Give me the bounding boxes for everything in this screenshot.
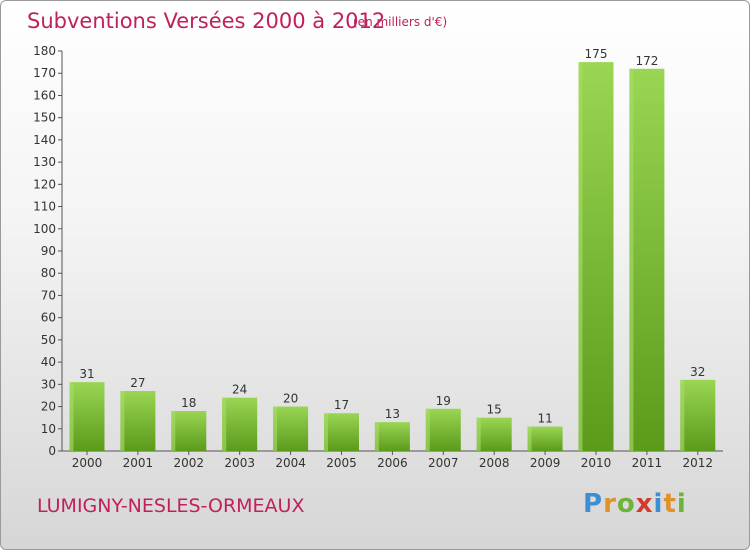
y-tick-label: 20 bbox=[41, 400, 56, 414]
bar-highlight bbox=[527, 426, 532, 451]
bar-value-label: 31 bbox=[79, 367, 94, 381]
x-tick-label: 2007 bbox=[428, 456, 459, 470]
x-tick-label: 2010 bbox=[581, 456, 612, 470]
y-tick-label: 120 bbox=[33, 177, 56, 191]
bar-highlight bbox=[374, 422, 379, 451]
data-labels: 31 27 18 24 20 17 13 19 15 11 175 172 32 bbox=[79, 47, 705, 425]
bar-highlight bbox=[69, 382, 74, 451]
x-tick-label: 2009 bbox=[530, 456, 561, 470]
bar-value-label: 18 bbox=[181, 396, 196, 410]
commune-name: LUMIGNY-NESLES-ORMEAUX bbox=[37, 495, 305, 517]
bar-highlight bbox=[425, 408, 430, 451]
chart-subtitle: (en milliers d'€) bbox=[353, 15, 448, 29]
bar-highlight bbox=[680, 379, 685, 451]
x-tick-label: 2005 bbox=[326, 456, 357, 470]
bar-value-label: 32 bbox=[690, 365, 705, 379]
bar-highlight bbox=[476, 417, 481, 451]
bar-highlight bbox=[629, 68, 634, 452]
bar bbox=[680, 379, 716, 451]
bar bbox=[629, 68, 665, 452]
x-tick-label: 2001 bbox=[123, 456, 154, 470]
x-tick-label: 2004 bbox=[275, 456, 306, 470]
bar-value-label: 20 bbox=[283, 392, 298, 406]
bar-value-label: 11 bbox=[537, 412, 552, 426]
chart-title: Subventions Versées 2000 à 2012 bbox=[27, 9, 386, 33]
y-tick-label: 70 bbox=[41, 288, 56, 302]
bar bbox=[69, 382, 105, 451]
y-tick-label: 60 bbox=[41, 311, 56, 325]
y-tick-label: 0 bbox=[48, 444, 56, 458]
y-tick-label: 80 bbox=[41, 266, 56, 280]
bar bbox=[476, 417, 512, 451]
bar-highlight bbox=[578, 62, 583, 451]
bar-value-label: 15 bbox=[487, 403, 502, 417]
x-tick-label: 2006 bbox=[377, 456, 408, 470]
y-tick-label: 160 bbox=[33, 88, 56, 102]
proxiti-logo: Proxiti bbox=[583, 489, 687, 519]
x-tick-label: 2003 bbox=[224, 456, 255, 470]
bar-value-label: 175 bbox=[585, 47, 608, 61]
bar bbox=[273, 406, 309, 451]
x-tick-label: 2012 bbox=[683, 456, 714, 470]
x-tick-label: 2008 bbox=[479, 456, 510, 470]
bar-value-label: 172 bbox=[635, 54, 658, 68]
bar bbox=[578, 62, 614, 451]
bar bbox=[374, 422, 410, 451]
bar-highlight bbox=[222, 397, 227, 451]
y-tick-label: 130 bbox=[33, 155, 56, 169]
y-tick-label: 30 bbox=[41, 377, 56, 391]
bar-value-label: 13 bbox=[385, 407, 400, 421]
bar-value-label: 17 bbox=[334, 398, 349, 412]
bar-highlight bbox=[273, 406, 278, 451]
y-tick-label: 100 bbox=[33, 222, 56, 236]
bar-highlight bbox=[120, 391, 125, 451]
bar bbox=[425, 408, 461, 451]
x-tick-label: 2011 bbox=[632, 456, 663, 470]
y-tick-label: 40 bbox=[41, 355, 56, 369]
bar-value-label: 27 bbox=[130, 376, 145, 390]
y-tick-label: 90 bbox=[41, 244, 56, 258]
x-tick-label: 2002 bbox=[174, 456, 205, 470]
bar-value-label: 24 bbox=[232, 383, 247, 397]
bar bbox=[324, 413, 359, 451]
bar bbox=[171, 411, 207, 451]
y-tick-label: 150 bbox=[33, 111, 56, 125]
y-tick-label: 50 bbox=[41, 333, 56, 347]
y-tick-label: 10 bbox=[41, 422, 56, 436]
bar bbox=[120, 391, 156, 451]
y-tick-label: 170 bbox=[33, 66, 56, 80]
bar bbox=[222, 397, 258, 451]
bar-value-label: 19 bbox=[436, 394, 451, 408]
bar bbox=[527, 426, 563, 451]
y-tick-label: 140 bbox=[33, 133, 56, 147]
bars bbox=[69, 62, 716, 452]
bar-highlight bbox=[324, 413, 328, 451]
x-tick-label: 2000 bbox=[72, 456, 103, 470]
axes: 0 10 20 30 40 50 60 70 80 90 100 110 120 130 140 150 160… bbox=[33, 44, 723, 470]
y-tick-label: 110 bbox=[33, 200, 56, 214]
y-tick-label: 180 bbox=[33, 44, 56, 58]
bar-highlight bbox=[171, 411, 176, 451]
